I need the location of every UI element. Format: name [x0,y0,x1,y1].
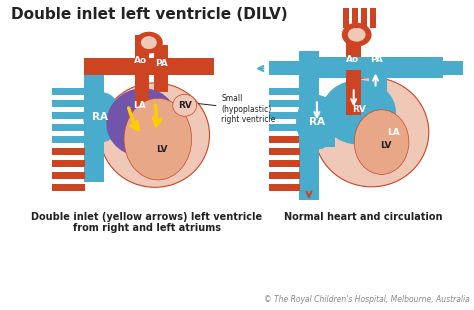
Bar [352,8,358,28]
Text: RA: RA [309,117,325,127]
Text: Double inlet left ventricle (DILV): Double inlet left ventricle (DILV) [11,7,287,22]
Bar [423,60,463,75]
Ellipse shape [106,88,178,156]
Text: RV: RV [178,101,191,110]
Bar [361,8,366,28]
Bar [299,56,443,78]
Bar [187,68,193,75]
Bar [343,8,349,28]
Text: LV: LV [156,144,167,153]
Bar [269,124,300,131]
Ellipse shape [321,80,396,144]
Bar [299,97,335,147]
Bar [269,88,300,95]
Bar [53,136,85,143]
Text: PA: PA [370,55,383,64]
Bar [346,28,361,92]
Text: RV: RV [352,105,365,114]
Bar [53,148,85,155]
Ellipse shape [135,32,163,54]
Bar [299,51,319,200]
Text: Double inlet (yellow arrows) left ventricle
from right and left atriums: Double inlet (yellow arrows) left ventri… [31,212,263,233]
Text: Small
(hypoplastic)
right ventricle: Small (hypoplastic) right ventricle [199,94,276,124]
Bar [53,172,85,179]
Text: © The Royal Children's Hospital, Melbourne, Australia: © The Royal Children's Hospital, Melbour… [264,295,470,304]
Text: Ao: Ao [134,56,147,65]
Bar [53,160,85,167]
Bar [53,112,85,119]
Bar [369,70,386,110]
Bar [269,136,300,143]
Bar [53,184,85,191]
Bar [197,68,203,75]
Text: LA: LA [387,128,400,137]
Bar [135,35,149,92]
Text: Ao: Ao [346,55,359,64]
Bar [269,148,300,155]
Bar [370,8,375,28]
Bar [53,100,85,107]
Bar [135,85,149,125]
Bar [269,60,300,75]
Bar [84,68,91,75]
Bar [269,112,300,119]
Ellipse shape [141,36,157,49]
Bar [53,136,85,143]
Text: Normal heart and circulation: Normal heart and circulation [284,212,443,222]
Bar [269,160,300,167]
Ellipse shape [124,98,191,180]
Text: LV: LV [380,140,391,149]
Bar [269,136,300,143]
Text: RA: RA [92,112,108,122]
Text: LA: LA [134,101,146,110]
Bar [154,45,168,92]
Bar [269,100,300,107]
Text: PA: PA [155,59,168,68]
Bar [269,172,300,179]
Ellipse shape [100,83,210,187]
Ellipse shape [354,110,409,175]
Bar [53,124,85,131]
Bar [207,68,213,75]
Ellipse shape [314,78,429,187]
Bar [269,184,300,191]
Ellipse shape [342,23,372,46]
Ellipse shape [83,92,121,142]
Bar [346,70,361,115]
Bar [104,68,111,75]
Bar [94,68,101,75]
Bar [53,88,85,95]
Ellipse shape [173,94,197,116]
Ellipse shape [296,95,338,149]
Bar [84,58,213,75]
Bar [84,64,104,182]
Ellipse shape [348,28,365,42]
